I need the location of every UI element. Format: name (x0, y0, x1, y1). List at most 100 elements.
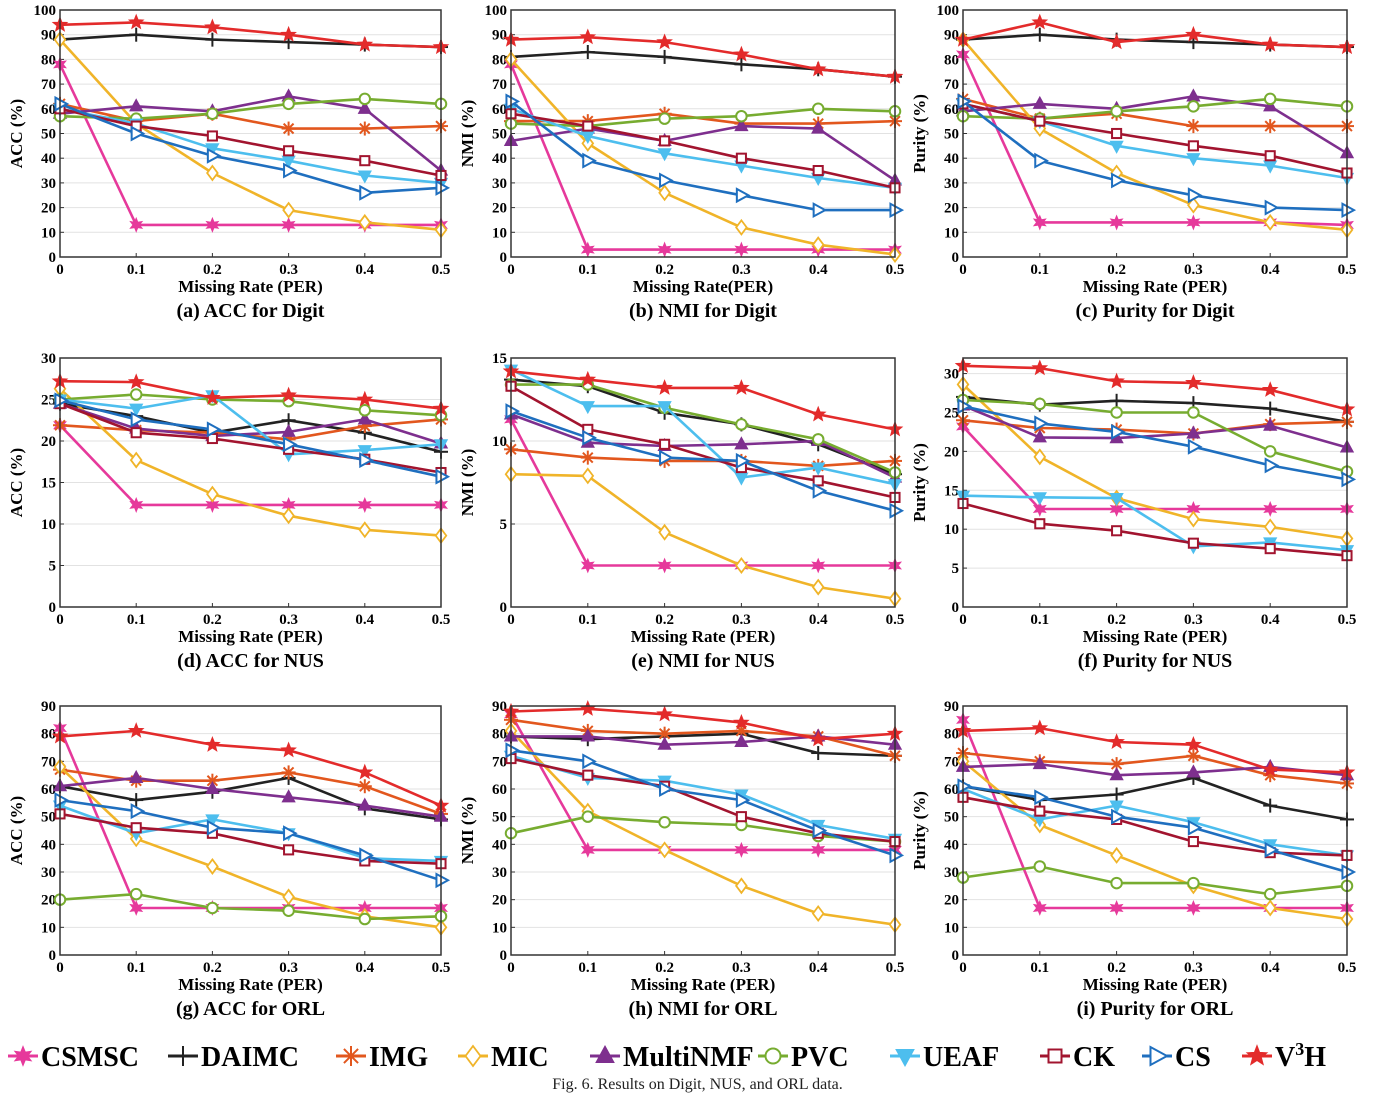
y-tick-label: 100 (34, 3, 57, 19)
data-point (1185, 374, 1202, 390)
data-point (1111, 127, 1123, 140)
data-point (1263, 213, 1277, 231)
y-tick-label: 100 (937, 3, 960, 19)
data-point (357, 100, 372, 114)
y-tick-label: 10 (492, 434, 507, 450)
data-point (1263, 798, 1278, 813)
data-point (1032, 214, 1047, 231)
data-point (283, 825, 298, 842)
y-tick-label: 10 (944, 225, 959, 241)
legend-label: CS (1175, 1042, 1211, 1073)
series-MultiNMF (52, 395, 449, 449)
series-line (59, 812, 442, 865)
y-axis-label: ACC (%) (7, 448, 26, 517)
y-tick-label: 5 (952, 561, 960, 577)
x-tick-label: 0.1 (578, 612, 597, 628)
x-tick-label: 0.4 (1261, 960, 1280, 976)
x-tick-label: 0.4 (355, 262, 374, 278)
data-point (281, 765, 296, 780)
data-point (1032, 95, 1047, 109)
y-tick-label: 10 (944, 522, 959, 538)
series-line (510, 107, 896, 190)
series-line (510, 732, 896, 758)
series-line (510, 413, 896, 479)
series-line (962, 383, 1348, 540)
data-point (659, 781, 674, 797)
panel-5: 0 5 10 15 20 25 30 0 0.1 0.2 0.3 0.4 0.5 Missing Rate… (910, 357, 1356, 672)
series-line (510, 409, 896, 512)
legend-item-multinmf: MultiNMF (590, 1042, 754, 1073)
x-tick-label: 0.4 (1261, 262, 1280, 278)
data-point (733, 45, 750, 62)
y-tick-label: 40 (41, 151, 56, 167)
y-tick-label: 5 (500, 517, 508, 533)
series-CS (54, 792, 451, 889)
data-point (206, 857, 219, 875)
data-point (580, 44, 595, 59)
data-point (357, 445, 372, 459)
series-line (962, 398, 1348, 473)
y-tick-label: 15 (41, 476, 56, 492)
data-point (1187, 510, 1200, 528)
x-tick-label: 0.5 (432, 960, 451, 976)
panel-subtitle: (b) NMI for Digit (629, 300, 777, 322)
y-tick-label: 0 (952, 250, 960, 266)
data-point (358, 521, 372, 539)
y-tick-label: 30 (944, 176, 959, 192)
data-point (359, 184, 374, 201)
series-line (510, 35, 896, 78)
data-point (1109, 800, 1124, 814)
data-point (1031, 359, 1049, 376)
data-point (1109, 493, 1124, 507)
data-point (1187, 406, 1200, 419)
plot-frame (59, 9, 442, 258)
series-line (962, 751, 1348, 785)
series-line (59, 402, 442, 445)
data-point (735, 187, 751, 204)
x-tick-label: 0.1 (127, 262, 146, 278)
data-point (1109, 787, 1124, 802)
data-point (505, 93, 521, 110)
legend-item-ueaf: UEAF (890, 1042, 999, 1073)
data-point (1034, 415, 1049, 432)
series-DAIMC (956, 770, 1354, 827)
data-point (1109, 767, 1124, 781)
data-point (657, 736, 672, 750)
y-tick-label: 10 (492, 920, 507, 936)
series-line (962, 776, 1348, 821)
data-point (205, 216, 220, 233)
data-point (889, 847, 905, 864)
panel-8: 0 10 20 30 40 50 60 70 80 90 0 0.1 0.2 0.3 0.4 0.5 Missi… (910, 699, 1356, 1020)
series-DAIMC (956, 27, 1354, 55)
data-point (206, 130, 218, 142)
data-point (1264, 841, 1280, 858)
series-line (962, 38, 1348, 232)
data-point (957, 778, 973, 795)
series-line (509, 63, 895, 251)
y-tick-label: 0 (952, 600, 960, 616)
data-point (957, 93, 973, 110)
x-tick-label: 0.2 (1107, 612, 1126, 628)
panel-subtitle: (d) ACC for NUS (177, 650, 324, 672)
data-point (1263, 445, 1277, 458)
y-tick-label: 0 (500, 250, 508, 266)
series-V3H (51, 372, 450, 416)
data-point (735, 418, 748, 431)
data-point (1034, 115, 1046, 127)
x-tick-label: 0.3 (279, 960, 298, 976)
legend-label: MultiNMF (623, 1042, 754, 1073)
x-axis-label: Missing Rate (PER) (178, 975, 322, 994)
y-tick-label: 20 (41, 201, 56, 217)
legend-label: PVC (791, 1042, 849, 1073)
series-line (59, 102, 442, 195)
series-line (510, 112, 896, 190)
x-tick-label: 0.5 (1338, 960, 1357, 976)
series-CS (505, 742, 905, 864)
data-point (359, 452, 374, 469)
y-tick-label: 70 (41, 77, 56, 93)
y-tick-label: 60 (492, 102, 507, 118)
series-line (59, 776, 442, 818)
x-tick-label: 0.1 (127, 960, 146, 976)
data-point (957, 398, 973, 415)
